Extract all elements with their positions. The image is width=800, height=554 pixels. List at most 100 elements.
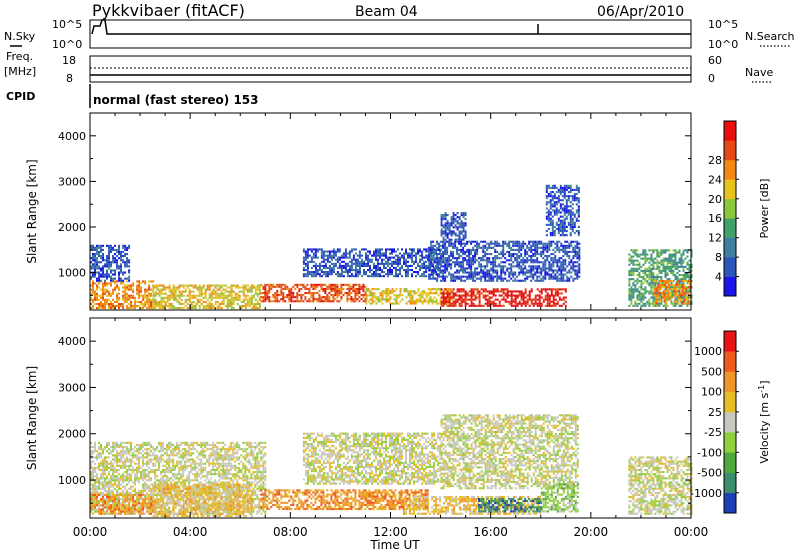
data-cell [110,294,112,297]
data-cell [496,269,499,272]
data-cell [536,294,539,297]
data-cell [565,234,568,237]
data-cell [516,265,519,268]
data-cell [102,452,104,455]
data-cell [654,282,657,285]
data-cell [413,300,416,303]
data-cell [120,305,122,308]
data-cell [518,279,521,282]
data-cell [577,232,580,235]
y-tick-label: 1000 [58,267,86,280]
data-cell [354,275,357,278]
data-cell [280,283,283,286]
data-cell [90,288,92,291]
data-cell [174,292,177,295]
data-cell [440,222,443,225]
data-cell [136,305,139,308]
data-cell [440,296,443,299]
data-cell [550,242,553,245]
data-cell [413,248,415,251]
data-cell [106,489,108,492]
data-cell [500,294,503,297]
data-cell [308,292,311,295]
data-cell [110,479,112,482]
data-cell [460,269,463,272]
data-cell [348,298,351,301]
data-cell [102,255,104,258]
data-cell [411,260,413,263]
data-cell [106,288,108,291]
data-cell [381,252,383,255]
data-cell [186,284,189,287]
data-cell [250,294,253,297]
data-cell [628,278,631,281]
data-cell [94,456,96,459]
data-cell [540,296,543,299]
data-cell [214,290,217,293]
data-cell [514,265,517,268]
data-cell [346,271,349,274]
data-cell [642,298,645,301]
data-cell [556,271,559,274]
data-cell [435,290,438,293]
data-cell [544,294,547,297]
data-cell [108,255,110,258]
data-cell [446,222,449,225]
data-cell [524,261,527,264]
data-cell [302,300,305,303]
data-cell [106,259,108,262]
data-cell [383,252,385,255]
data-cell [222,298,225,301]
data-cell [577,219,580,222]
data-cell [180,292,183,295]
data-cell [571,225,574,228]
data-cell [500,261,503,264]
data-cell [556,288,559,291]
data-cell [401,294,404,297]
data-cell [520,253,523,256]
data-cell [361,258,363,261]
data-cell [274,294,277,297]
data-cell [506,259,509,262]
data-cell [110,307,112,310]
data-cell [450,244,453,247]
data-cell [488,242,491,245]
data-cell [664,271,667,274]
data-cell [502,248,505,251]
data-cell [104,298,106,301]
data-cell [510,265,513,268]
data-cell [168,294,171,297]
data-cell [528,255,531,258]
data-cell [106,491,108,494]
data-cell [500,277,503,280]
data-cell [178,302,181,305]
data-cell [534,271,537,274]
data-cell [490,261,493,264]
data-cell [480,265,483,268]
data-cell [652,286,655,289]
data-cell [532,277,535,280]
data-cell [423,298,426,301]
data-cell [472,271,475,274]
data-cell [302,262,305,265]
data-cell [673,292,676,295]
data-cell [210,298,213,301]
data-cell [444,214,447,217]
data-cell [112,466,114,469]
data-cell [559,227,562,230]
data-cell [118,292,120,295]
data-cell [632,304,635,307]
data-cell [200,286,203,289]
data-cell [338,300,341,303]
data-cell [134,302,137,305]
data-cell [365,298,368,301]
data-cell [522,294,525,297]
data-cell [524,248,527,251]
data-cell [407,266,409,269]
data-cell [548,269,551,272]
data-cell [488,300,491,303]
data-cell [496,240,499,243]
data-cell [571,223,574,226]
data-cell [102,471,104,474]
data-cell [158,284,161,287]
